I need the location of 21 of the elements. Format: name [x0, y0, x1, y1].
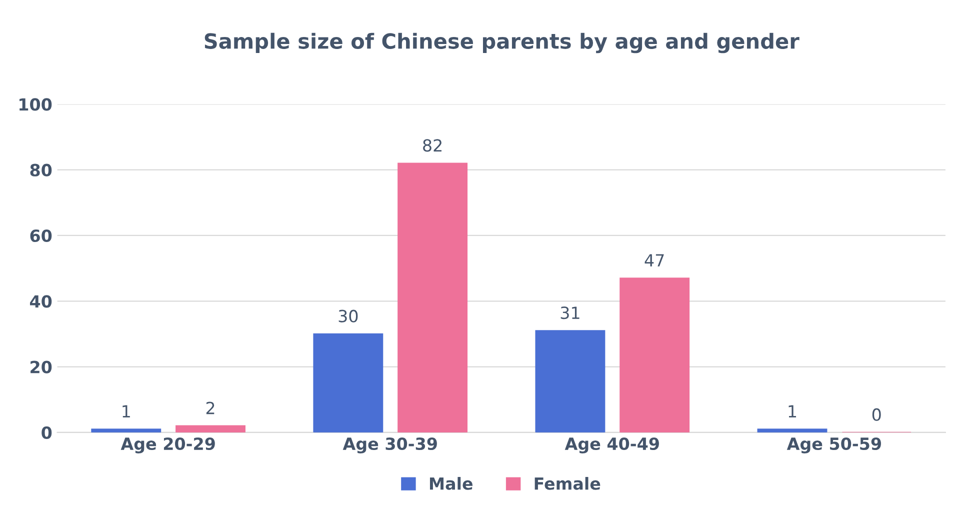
y-tick-label: 100 [20, 98, 52, 111]
x-tick-label: Age 20-29 [120, 437, 215, 454]
legend-label: Female [534, 476, 600, 490]
y-tick-label: 0 [42, 426, 52, 439]
data-label: 1 [788, 405, 796, 418]
x-tick-label: Age 30-39 [342, 437, 437, 454]
y-tick-label: 20 [30, 360, 52, 374]
x-tick-label: Age 50-59 [786, 437, 881, 454]
y-tick-label: 80 [30, 164, 52, 176]
y-tick-label: 60 [30, 229, 52, 242]
legend-label: Male [430, 476, 472, 490]
x-tick-label: Age 40-49 [564, 437, 659, 454]
y-tick-label: 40 [30, 295, 52, 308]
data-label: 47 [644, 254, 664, 266]
data-label: 2 [206, 402, 214, 414]
data-label: 0 [872, 408, 881, 421]
chart-title: Sample size of Chinese parents by age and gender [204, 32, 800, 54]
data-label: 82 [423, 139, 442, 152]
data-label: 1 [122, 405, 130, 418]
data-label: 30 [338, 310, 358, 322]
data-label: 31 [560, 306, 580, 320]
